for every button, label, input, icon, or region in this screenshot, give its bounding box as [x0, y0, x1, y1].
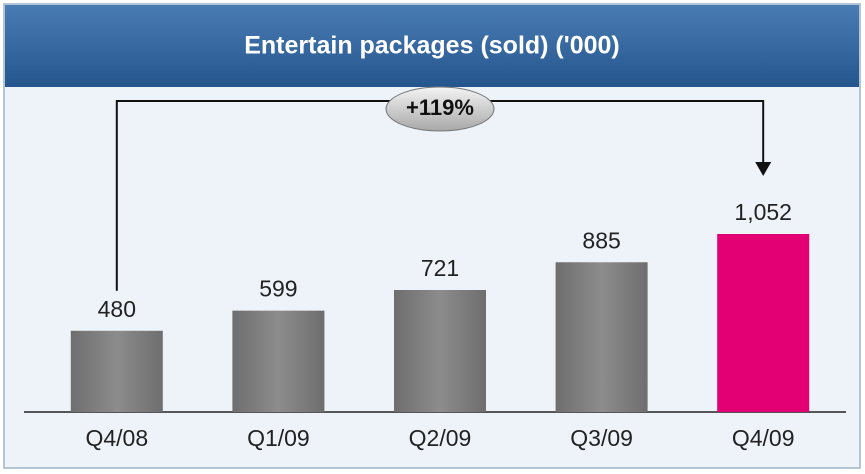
x-tick-label: Q3/09 — [570, 425, 633, 451]
x-tick-label: Q4/08 — [85, 425, 148, 451]
data-label: 1,052 — [734, 199, 792, 225]
data-label: 721 — [421, 255, 459, 281]
arrow-head — [755, 162, 772, 176]
chart-title: Entertain packages (sold) ('000) — [244, 32, 620, 60]
annotation-oval — [385, 86, 495, 132]
x-tick-label: Q2/09 — [409, 425, 472, 451]
bar — [70, 330, 163, 412]
annotation: +119% — [406, 95, 474, 120]
header — [5, 5, 859, 87]
bar — [232, 310, 325, 412]
x-tick-label: Q4/09 — [732, 425, 795, 451]
data-label: 885 — [582, 227, 620, 253]
bar — [555, 262, 648, 412]
data-label: 599 — [259, 276, 297, 302]
x-tick-label: Q1/09 — [247, 425, 310, 451]
bar — [717, 234, 810, 412]
bar — [394, 290, 486, 412]
data-label: 480 — [98, 296, 136, 322]
